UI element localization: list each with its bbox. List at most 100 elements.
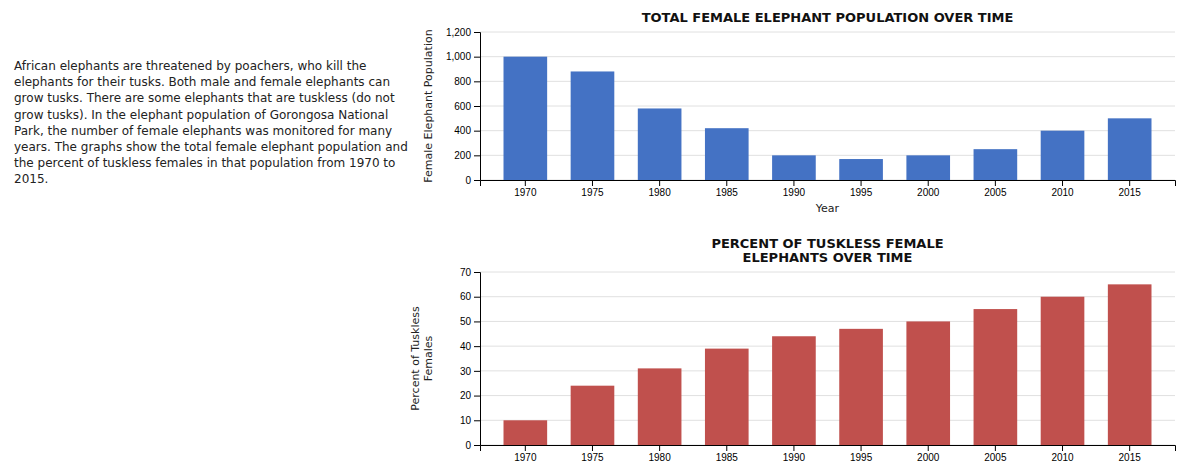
y-tick: 60 (460, 291, 480, 302)
tick-mark (592, 180, 593, 186)
tick-label: 1970 (514, 187, 537, 198)
tick-mark (474, 180, 480, 181)
title-line: ELEPHANTS OVER TIME (743, 250, 913, 265)
tick-label: 1995 (850, 452, 873, 463)
x-tick: 1970 (514, 445, 537, 463)
y-axis-title: Female Elephant Population (422, 29, 435, 182)
tick-mark (592, 445, 593, 451)
y-tick: 10 (460, 415, 480, 426)
axis-domain (481, 446, 1176, 452)
y-tick: 70 (460, 267, 480, 278)
tick-label: 1975 (581, 187, 604, 198)
tick-mark (474, 346, 480, 347)
bars (504, 284, 1152, 445)
chart-canvas: African elephants are threatened by poac… (0, 0, 1200, 473)
x-tick: 2015 (1119, 445, 1142, 463)
tick-label: 2005 (984, 452, 1007, 463)
bar (906, 155, 950, 180)
tick-mark (1129, 180, 1130, 186)
tick-mark (474, 371, 480, 372)
description-line: African elephants are threatened by poac… (14, 59, 366, 73)
tick-mark (474, 155, 480, 156)
tick-mark (659, 445, 660, 451)
tick-mark (861, 445, 862, 451)
y-axis-title: Percent of TusklessFemales (409, 306, 435, 411)
tick-label: 400 (454, 125, 471, 136)
tick-label: 2015 (1119, 187, 1142, 198)
tick-label: 1985 (716, 452, 739, 463)
y-tick: 1,000 (446, 51, 480, 62)
bar (638, 368, 682, 445)
title-line: TOTAL FEMALE ELEPHANT POPULATION OVER TI… (642, 10, 1014, 25)
tick-label: 1,000 (446, 51, 471, 62)
x-axis-title: Year (815, 202, 840, 215)
grid (480, 272, 1175, 445)
tick-mark (793, 445, 794, 451)
y-tick: 800 (454, 76, 480, 87)
tick-label: 1985 (716, 187, 739, 198)
x-tick: 1980 (649, 180, 672, 198)
bar (1108, 118, 1152, 180)
bar (839, 329, 883, 445)
tick-label: 50 (460, 316, 472, 327)
tick-mark (861, 180, 862, 186)
tick-mark (474, 57, 480, 58)
tick-label: 0 (465, 440, 471, 451)
tick-label: 60 (460, 291, 472, 302)
y-tick: 40 (460, 341, 480, 352)
bar (504, 57, 548, 180)
x-tick: 1990 (783, 180, 806, 198)
x-tick: 1995 (850, 445, 873, 463)
grid-line (480, 272, 1175, 273)
tick-label: 1975 (581, 452, 604, 463)
axis-domain (474, 273, 481, 446)
description-line: Park, the number of female elephants was… (14, 124, 392, 138)
tick-mark (474, 81, 480, 82)
x-tick: 1970 (514, 180, 537, 198)
x-tick: 1985 (716, 180, 739, 198)
tick-mark (928, 445, 929, 451)
x-tick: 2005 (984, 180, 1007, 198)
tick-label: 800 (454, 76, 471, 87)
y-tick: 0 (465, 175, 480, 186)
chart-title: PERCENT OF TUSKLESS FEMALEELEPHANTS OVER… (711, 236, 943, 265)
tick-mark (474, 321, 480, 322)
tick-label: 1990 (783, 187, 806, 198)
tick-mark (474, 106, 480, 107)
y-axis-title-line: Female Elephant Population (422, 29, 435, 182)
y-tick: 0 (465, 440, 480, 451)
x-tick: 2000 (917, 180, 940, 198)
description-line: grow tusks. There are some elephants tha… (14, 91, 395, 105)
chart-title: TOTAL FEMALE ELEPHANT POPULATION OVER TI… (642, 10, 1014, 25)
y-axis: 010203040506070 (460, 267, 481, 451)
tick-label: 2010 (1051, 187, 1074, 198)
bar (974, 149, 1018, 180)
y-tick: 1,200 (446, 27, 480, 38)
description: African elephants are threatened by poac… (14, 59, 408, 186)
y-axis: 02004006008001,0001,200 (446, 27, 481, 186)
tick-mark (928, 180, 929, 186)
tick-label: 2000 (917, 452, 940, 463)
tick-label: 2015 (1119, 452, 1142, 463)
x-tick: 1975 (581, 445, 604, 463)
tick-label: 2000 (917, 187, 940, 198)
tick-mark (995, 180, 996, 186)
x-tick: 2010 (1051, 180, 1074, 198)
tick-label: 1980 (649, 452, 672, 463)
tick-label: 0 (465, 175, 471, 186)
y-tick: 400 (454, 125, 480, 136)
tick-label: 2010 (1051, 452, 1074, 463)
tick-label: 70 (460, 267, 472, 278)
description-line: elephants for their tusks. Both male and… (14, 75, 390, 89)
tick-label: 20 (460, 390, 472, 401)
chart: 0102030405060701970197519801985199019952… (409, 236, 1176, 463)
x-tick: 1995 (850, 180, 873, 198)
tick-mark (726, 445, 727, 451)
description-line: 2015. (14, 172, 48, 186)
x-tick: 1980 (649, 445, 672, 463)
x-tick: 2005 (984, 445, 1007, 463)
tick-mark (726, 180, 727, 186)
tick-mark (995, 445, 996, 451)
x-axis: 1970197519801985199019952000200520102015 (481, 445, 1176, 463)
grid-line (480, 32, 1175, 33)
